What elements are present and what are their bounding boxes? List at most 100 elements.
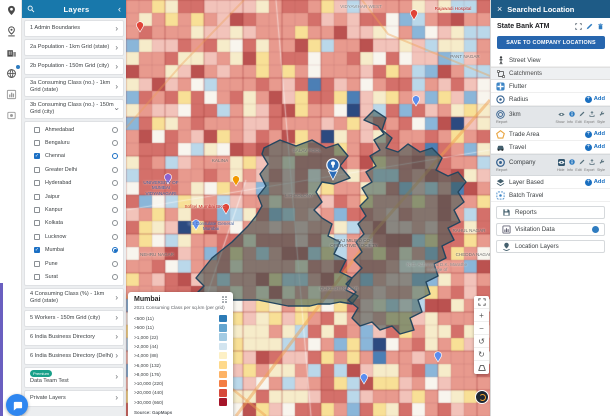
style-icon[interactable] bbox=[598, 111, 605, 118]
city-checkbox[interactable] bbox=[34, 233, 40, 240]
city-row-hyderabad[interactable]: Hyderabad bbox=[25, 177, 123, 190]
catchment-row-batch-travel[interactable]: Batch Travel bbox=[491, 189, 610, 202]
layer-item[interactable]: Private Layers › bbox=[24, 389, 124, 407]
add-button[interactable]: + Add bbox=[584, 130, 605, 138]
city-radio[interactable] bbox=[112, 180, 118, 187]
map-pin[interactable] bbox=[222, 203, 230, 215]
export-icon[interactable] bbox=[588, 159, 595, 166]
report-link[interactable]: Report bbox=[496, 120, 508, 125]
city-row-surat[interactable]: Surat bbox=[25, 270, 123, 283]
catchment-row-layer-based[interactable]: Layer Based + Add bbox=[491, 176, 610, 189]
city-row-mumbai[interactable]: ✓ Mumbai bbox=[25, 243, 123, 256]
layer-item[interactable]: 4 Consuming Class (%) - 1km Grid (state)… bbox=[24, 287, 124, 308]
city-row-jaipur[interactable]: Jaipur bbox=[25, 190, 123, 203]
drag-handle-icon[interactable] bbox=[222, 296, 227, 303]
layer-item[interactable]: 2b Population - 150m Grid (city) › bbox=[24, 58, 124, 75]
layer-item[interactable]: 5 Workers - 150m Grid (city) › bbox=[24, 309, 124, 327]
map-canvas-area[interactable]: Rajawadi Hospital VIDYAVIHAR WEST PANT NAG… bbox=[126, 0, 490, 416]
map-pin[interactable] bbox=[232, 175, 240, 187]
city-row-kanpur[interactable]: Kanpur bbox=[25, 203, 123, 216]
saved-locations-icon[interactable] bbox=[0, 21, 22, 42]
city-radio[interactable] bbox=[112, 233, 118, 240]
city-checkbox[interactable] bbox=[34, 140, 40, 147]
catchment-row-travel[interactable]: Travel + Add bbox=[491, 141, 610, 154]
city-radio[interactable] bbox=[112, 153, 118, 160]
city-row-bengaluru[interactable]: Bengaluru bbox=[25, 136, 123, 149]
map-pin[interactable] bbox=[412, 95, 420, 107]
catchment-row-flutter[interactable]: Flutter bbox=[491, 80, 610, 93]
catchment-row-radius[interactable]: Radius + Add bbox=[491, 93, 610, 106]
basemap-toggle-button[interactable] bbox=[475, 390, 489, 404]
city-radio[interactable] bbox=[112, 206, 118, 213]
edit-location-icon[interactable] bbox=[586, 23, 593, 30]
layer-item[interactable]: 3b Consuming Class (no.) - 150m Grid (ci… bbox=[24, 98, 124, 119]
network-icon[interactable] bbox=[0, 63, 22, 84]
layer-item[interactable]: 1 Admin Boundaries › bbox=[24, 20, 124, 37]
catchments-section-header[interactable]: Catchments bbox=[491, 67, 610, 80]
city-row-kolkata[interactable]: Kolkata bbox=[25, 217, 123, 230]
focus-bounds-icon[interactable] bbox=[575, 23, 582, 30]
map-pin[interactable] bbox=[360, 373, 368, 385]
style-icon[interactable] bbox=[598, 159, 605, 166]
city-row-chennai[interactable]: ✓ Chennai bbox=[25, 150, 123, 163]
city-checkbox[interactable]: ✓ bbox=[34, 153, 40, 160]
searched-location-icon[interactable] bbox=[0, 0, 22, 21]
city-radio[interactable] bbox=[112, 273, 118, 280]
fullscreen-button[interactable] bbox=[474, 296, 489, 309]
street-view-row[interactable]: Street View bbox=[491, 54, 610, 67]
catchment-row-trade-area[interactable]: Trade Area + Add bbox=[491, 128, 610, 141]
add-button[interactable]: + Add bbox=[584, 178, 605, 186]
city-checkbox[interactable] bbox=[34, 126, 40, 133]
city-row-greater-delhi[interactable]: Greater Delhi bbox=[25, 163, 123, 176]
city-radio[interactable] bbox=[112, 260, 118, 267]
delete-location-icon[interactable] bbox=[597, 23, 604, 30]
map-pin[interactable] bbox=[192, 219, 200, 231]
layer-item[interactable]: 3a Consuming Class (no.) - 1km Grid (sta… bbox=[24, 77, 124, 97]
layer-item[interactable]: 2a Population - 1km Grid (state) › bbox=[24, 39, 124, 56]
section-reports[interactable]: Reports bbox=[496, 206, 605, 219]
city-checkbox[interactable]: ✓ bbox=[34, 247, 40, 254]
map-pin[interactable] bbox=[164, 173, 172, 185]
map-pin[interactable] bbox=[136, 21, 144, 33]
tilt-button[interactable] bbox=[474, 361, 489, 374]
catchment-row-3km[interactable]: 3km Report Show Info Edit Export Style bbox=[491, 106, 610, 128]
business-directory-icon[interactable] bbox=[0, 42, 22, 63]
catchment-polygon-company[interactable] bbox=[345, 109, 467, 335]
map-pin[interactable] bbox=[410, 9, 418, 21]
map-pin[interactable] bbox=[434, 351, 442, 363]
city-radio[interactable] bbox=[112, 126, 118, 133]
toggle-visibility-icon[interactable] bbox=[558, 111, 565, 118]
city-radio[interactable] bbox=[112, 220, 118, 227]
city-row-lucknow[interactable]: Lucknow bbox=[25, 230, 123, 243]
layer-item[interactable]: 6 India Business Directory › bbox=[24, 328, 124, 346]
add-button[interactable]: + Add bbox=[584, 143, 605, 151]
add-button[interactable]: + Add bbox=[584, 95, 605, 103]
city-checkbox[interactable] bbox=[34, 180, 40, 187]
data-package-icon[interactable] bbox=[0, 105, 22, 126]
rotate-right-button[interactable]: ↻ bbox=[474, 348, 489, 361]
toggle-visibility-icon[interactable] bbox=[558, 158, 565, 166]
search-icon[interactable] bbox=[27, 5, 35, 13]
analytics-icon[interactable] bbox=[0, 84, 22, 105]
layer-item[interactable]: Premium Data Team Test › bbox=[24, 366, 124, 388]
edit-icon[interactable] bbox=[578, 111, 585, 118]
zoom-out-button[interactable]: − bbox=[474, 322, 489, 335]
city-row-pune[interactable]: Pune bbox=[25, 257, 123, 270]
section-visitation-data[interactable]: Visitation Data bbox=[496, 223, 605, 236]
city-checkbox[interactable] bbox=[34, 193, 40, 200]
edit-icon[interactable] bbox=[578, 159, 585, 166]
catchment-polygon-3km[interactable] bbox=[195, 139, 359, 307]
zoom-in-button[interactable]: + bbox=[474, 309, 489, 322]
info-icon[interactable] bbox=[568, 111, 575, 118]
export-icon[interactable] bbox=[588, 111, 595, 118]
city-row-ahmedabad[interactable]: Ahmedabad bbox=[25, 123, 123, 136]
city-checkbox[interactable] bbox=[34, 206, 40, 213]
catchment-row-company[interactable]: Company Report Hide Info Edit Export Style bbox=[491, 154, 610, 176]
city-checkbox[interactable] bbox=[34, 166, 40, 173]
city-radio[interactable] bbox=[112, 247, 118, 254]
layer-item[interactable]: 6 India Business Directory (Delhi) › bbox=[24, 347, 124, 365]
info-icon[interactable] bbox=[568, 159, 575, 166]
city-radio[interactable] bbox=[112, 193, 118, 200]
save-to-company-locations-button[interactable]: SAVE TO COMPANY LOCATIONS bbox=[497, 36, 605, 49]
city-checkbox[interactable] bbox=[34, 273, 40, 280]
